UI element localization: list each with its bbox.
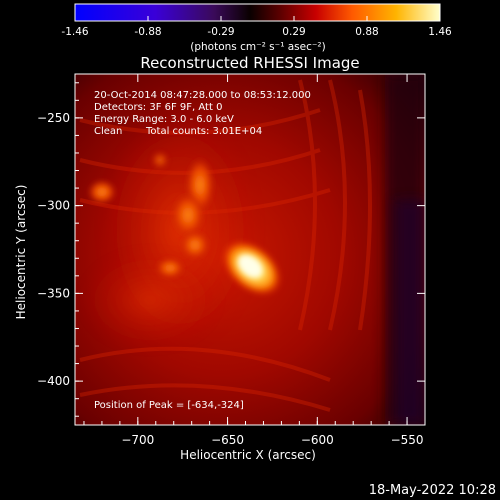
x-tick-label: −650	[211, 433, 244, 447]
annotation-peak-position: Position of Peak = [-634,-324]	[94, 400, 244, 411]
colorbar-tick-label: 0.88	[355, 26, 378, 38]
x-axis-ticks: −700 −650 −600 −550	[83, 74, 426, 447]
annotation-time-range: 20-Oct-2014 08:47:28.000 to 08:53:12.000	[94, 90, 311, 101]
solar-image	[75, 74, 425, 425]
annotation-detectors: Detectors: 3F 6F 9F, Att 0	[94, 102, 222, 113]
annotation-energy-range: Energy Range: 3.0 - 6.0 keV	[94, 114, 234, 125]
colorbar-tick-label: -1.46	[61, 26, 88, 38]
y-tick-label: −300	[37, 199, 70, 213]
y-tick-label: −400	[37, 374, 70, 388]
y-axis-label: Heliocentric Y (arcsec)	[14, 185, 28, 320]
annotation-total-counts: Total counts: 3.01E+04	[145, 126, 262, 137]
colorbar-tick-label: 1.46	[428, 26, 452, 38]
x-axis-label: Heliocentric X (arcsec)	[180, 448, 316, 462]
x-tick-label: −700	[121, 433, 154, 447]
y-axis-ticks: −250 −300 −350 −400	[37, 82, 425, 417]
plot-frame	[74, 73, 426, 426]
timestamp: 18-May-2022 10:28	[369, 483, 496, 498]
colorbar	[74, 3, 441, 22]
colorbar-tick-label: 0.29	[282, 26, 305, 38]
x-tick-label: −600	[301, 433, 334, 447]
plot-title: Reconstructed RHESSI Image	[140, 54, 359, 72]
colorbar-tick-label: -0.29	[207, 26, 234, 38]
x-tick-label: −550	[391, 433, 424, 447]
y-tick-label: −350	[37, 286, 70, 300]
colorbar-ticks: -1.46 -0.88 -0.29 0.29 0.88 1.46	[61, 16, 452, 38]
y-tick-label: −250	[37, 111, 70, 125]
annotation-algorithm: Clean	[94, 126, 122, 137]
colorbar-tick-label: -0.88	[134, 26, 161, 38]
colorbar-units: (photons cm⁻² s⁻¹ asec⁻²)	[190, 41, 325, 53]
